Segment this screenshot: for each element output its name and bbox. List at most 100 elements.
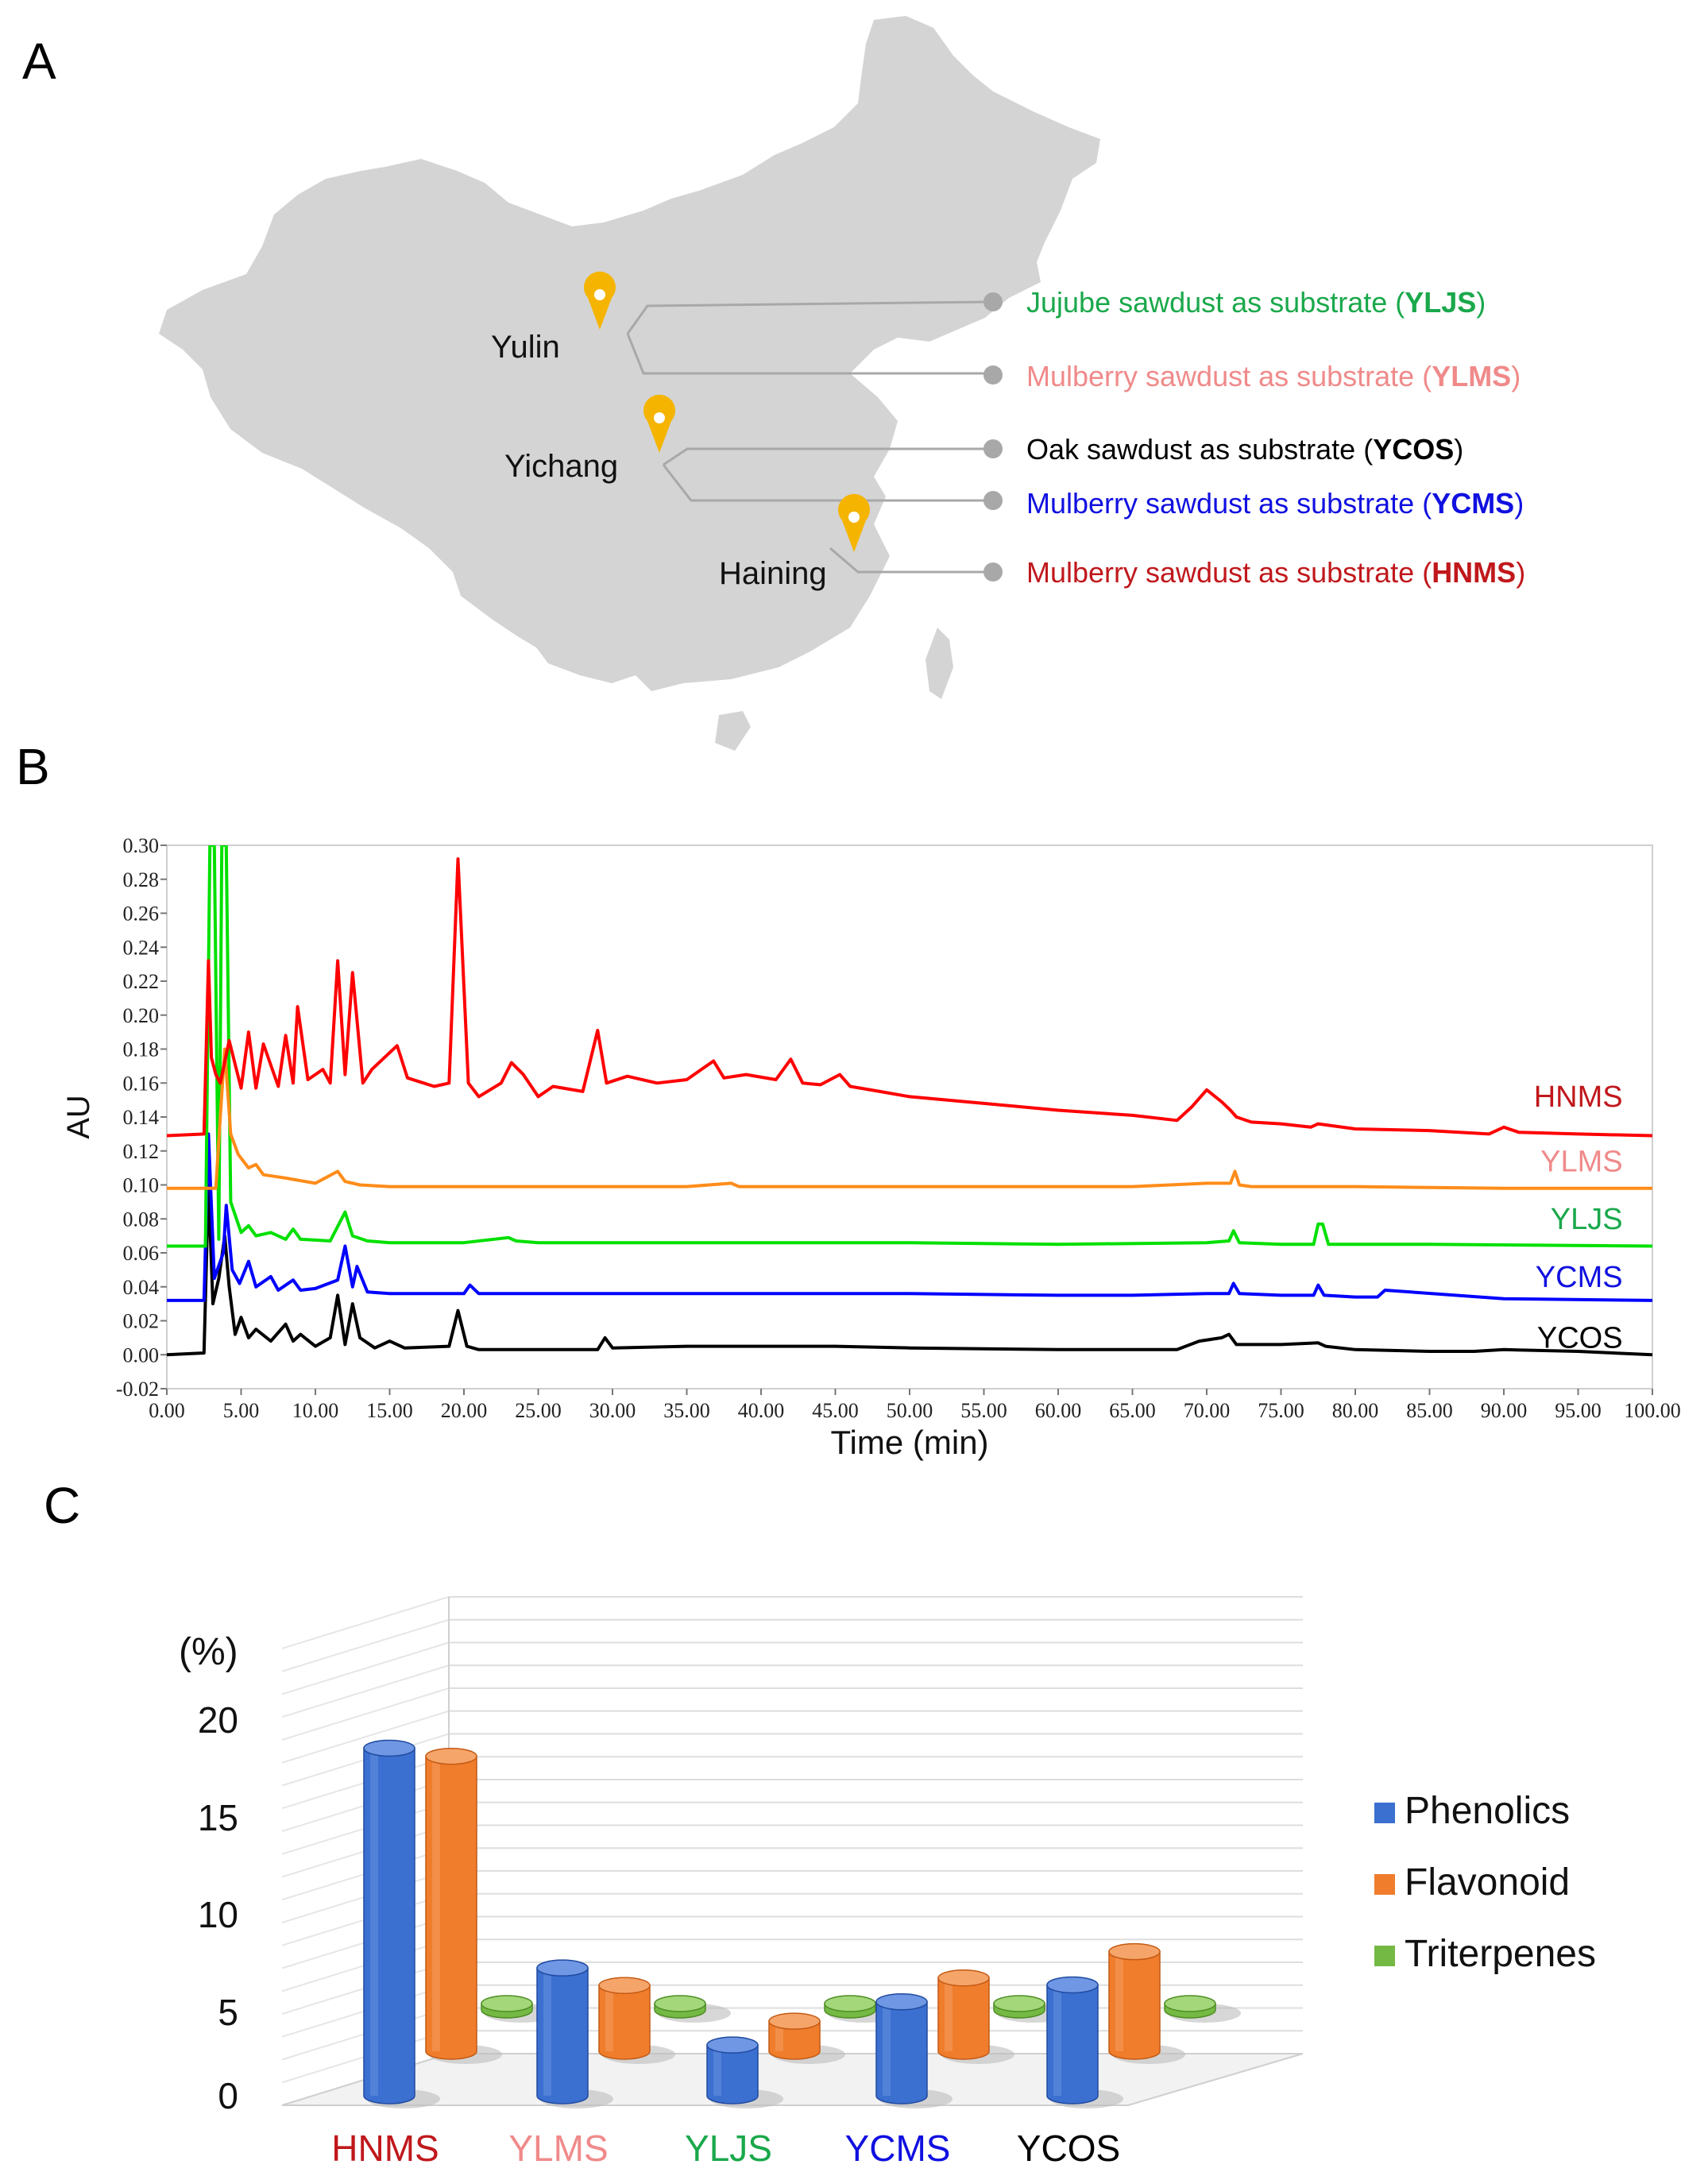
x-tick-label: 40.00: [738, 1399, 785, 1422]
y-tick-label: 0.16: [123, 1072, 160, 1095]
plot-frame: [166, 845, 1653, 1389]
x-tick-label: 50.00: [887, 1399, 933, 1422]
bar-highlight: [1115, 1951, 1123, 2051]
bar-top: [598, 1977, 651, 1994]
series-line-ycos: [167, 1183, 1652, 1357]
gridline-side: [281, 1687, 450, 1741]
bar-top: [425, 1747, 477, 1765]
panel-a-letter: A: [22, 33, 56, 90]
x-tick-label: 45.00: [812, 1399, 859, 1422]
x-tick-label: 100.00: [1624, 1399, 1681, 1422]
bar-top: [824, 1995, 876, 2012]
map-pin-icon: [643, 394, 675, 453]
x-tick-label: 5.00: [223, 1399, 260, 1422]
city-label-yulin: Yulin: [491, 330, 560, 365]
x-tick-label: 0.00: [149, 1399, 185, 1422]
bar-flavonoid-ycos: [1108, 1950, 1161, 2060]
bar-phenolics-ycos: [1046, 1984, 1099, 2104]
city-label-yichang: Yichang: [504, 449, 618, 484]
series-label-hnms: HNMS: [1534, 1080, 1623, 1114]
y-tick-label: 0.18: [123, 1038, 160, 1061]
y-axis-label: AU: [61, 1095, 96, 1139]
category-label-yljs: YLJS: [685, 2128, 772, 2169]
bar-phenolics-ylms: [536, 1967, 589, 2104]
x-tick-label: 15.00: [366, 1399, 413, 1422]
bar-top: [481, 1995, 533, 2012]
x-tick-label: 70.00: [1184, 1399, 1231, 1422]
bar-highlight: [432, 1756, 440, 2051]
bar-highlight: [883, 2001, 891, 2096]
y-tick-label: 5: [218, 1992, 238, 2033]
legend-swatch-triterpenes: [1374, 1946, 1395, 1966]
hainan-shape: [715, 711, 751, 751]
gridline-side: [281, 1710, 450, 1764]
y-tick-label: 0.20: [123, 1004, 160, 1027]
bar-flavonoid-hnms: [425, 1755, 477, 2060]
substrate-label-yljs: Jujube sawdust as substrate (YLJS): [1026, 286, 1486, 319]
bar-phenolics-ycms: [875, 2001, 928, 2104]
chromatogram-chart: -0.020.000.020.040.060.080.100.120.140.1…: [61, 834, 1681, 1461]
y-tick-label: 0.14: [123, 1106, 160, 1129]
x-tick-label: 35.00: [663, 1399, 710, 1422]
y-tick-label: 0.24: [123, 936, 160, 959]
x-tick-label: 30.00: [589, 1399, 636, 1422]
category-label-hnms: HNMS: [331, 2128, 439, 2169]
connector-dot: [983, 365, 1003, 385]
series-label-ycms: YCMS: [1536, 1261, 1623, 1294]
y-tick-label: 0.04: [123, 1276, 160, 1299]
y-tick-label: 0.26: [123, 902, 160, 926]
bar-top: [993, 1995, 1045, 2012]
series-label-ylms: YLMS: [1540, 1145, 1622, 1178]
map-pin-icon: [838, 493, 870, 552]
bar-top: [1108, 1942, 1161, 1961]
series-line-hnms: [167, 857, 1652, 1138]
substrate-label-ylms: Mulberry sawdust as substrate (YLMS): [1026, 360, 1521, 392]
bar-highlight: [775, 2021, 783, 2051]
taiwan-shape: [925, 628, 953, 699]
bar-top: [363, 1739, 415, 1757]
y-tick-label: 20: [198, 1699, 238, 1741]
bar-top: [706, 2036, 759, 2054]
bar-flavonoid-ylms: [598, 1985, 651, 2060]
series-line-yljs: [167, 845, 1652, 1248]
y-tick-label: 0.10: [123, 1174, 160, 1197]
bar-flavonoid-yljs: [768, 2020, 821, 2060]
bar-top: [937, 1969, 990, 1987]
y-tick-label: 0: [218, 2075, 238, 2116]
y-tick-label: 0.22: [123, 970, 160, 993]
x-tick-label: 80.00: [1332, 1399, 1379, 1422]
y-tick-label: 15: [198, 1797, 238, 1838]
bar-highlight: [1053, 1985, 1061, 2096]
y-tick-label: 0.08: [123, 1208, 160, 1231]
y-tick-label: 10: [198, 1894, 238, 1935]
legend-label-triterpenes: Triterpenes: [1405, 1933, 1596, 1975]
x-tick-label: 90.00: [1481, 1399, 1528, 1422]
bar-highlight: [605, 1985, 613, 2051]
bar-top: [768, 2012, 821, 2030]
y-tick-label: 0.02: [123, 1310, 160, 1333]
bar-highlight: [713, 2045, 721, 2096]
legend-swatch-flavonoid: [1374, 1874, 1395, 1895]
bar-top: [875, 1993, 928, 2011]
gridline-side: [281, 1664, 450, 1718]
y-tick-label: 0.06: [123, 1242, 160, 1265]
panel-b-letter: B: [16, 738, 50, 795]
legend-label-flavonoid: Flavonoid: [1405, 1861, 1570, 1904]
bar-highlight: [370, 1748, 378, 2096]
x-tick-label: 10.00: [292, 1399, 339, 1422]
gridline-side: [281, 1641, 450, 1695]
bar-top: [536, 1959, 589, 1977]
connector-dot: [983, 439, 1003, 458]
x-tick-label: 75.00: [1258, 1399, 1304, 1422]
bar-top: [1164, 1995, 1216, 2012]
substrate-label-hnms: Mulberry sawdust as substrate (HNMS): [1026, 556, 1525, 589]
x-tick-label: 25.00: [515, 1399, 562, 1422]
x-tick-label: 60.00: [1035, 1399, 1082, 1422]
y-tick-label: 0.28: [123, 868, 160, 891]
series-line-ycms: [167, 1132, 1652, 1302]
connector-dot: [983, 562, 1003, 582]
bar-phenolics-hnms: [363, 1747, 415, 2104]
connector-lines: [626, 300, 990, 574]
gridline-side: [281, 1618, 450, 1672]
x-tick-label: 65.00: [1109, 1399, 1156, 1422]
